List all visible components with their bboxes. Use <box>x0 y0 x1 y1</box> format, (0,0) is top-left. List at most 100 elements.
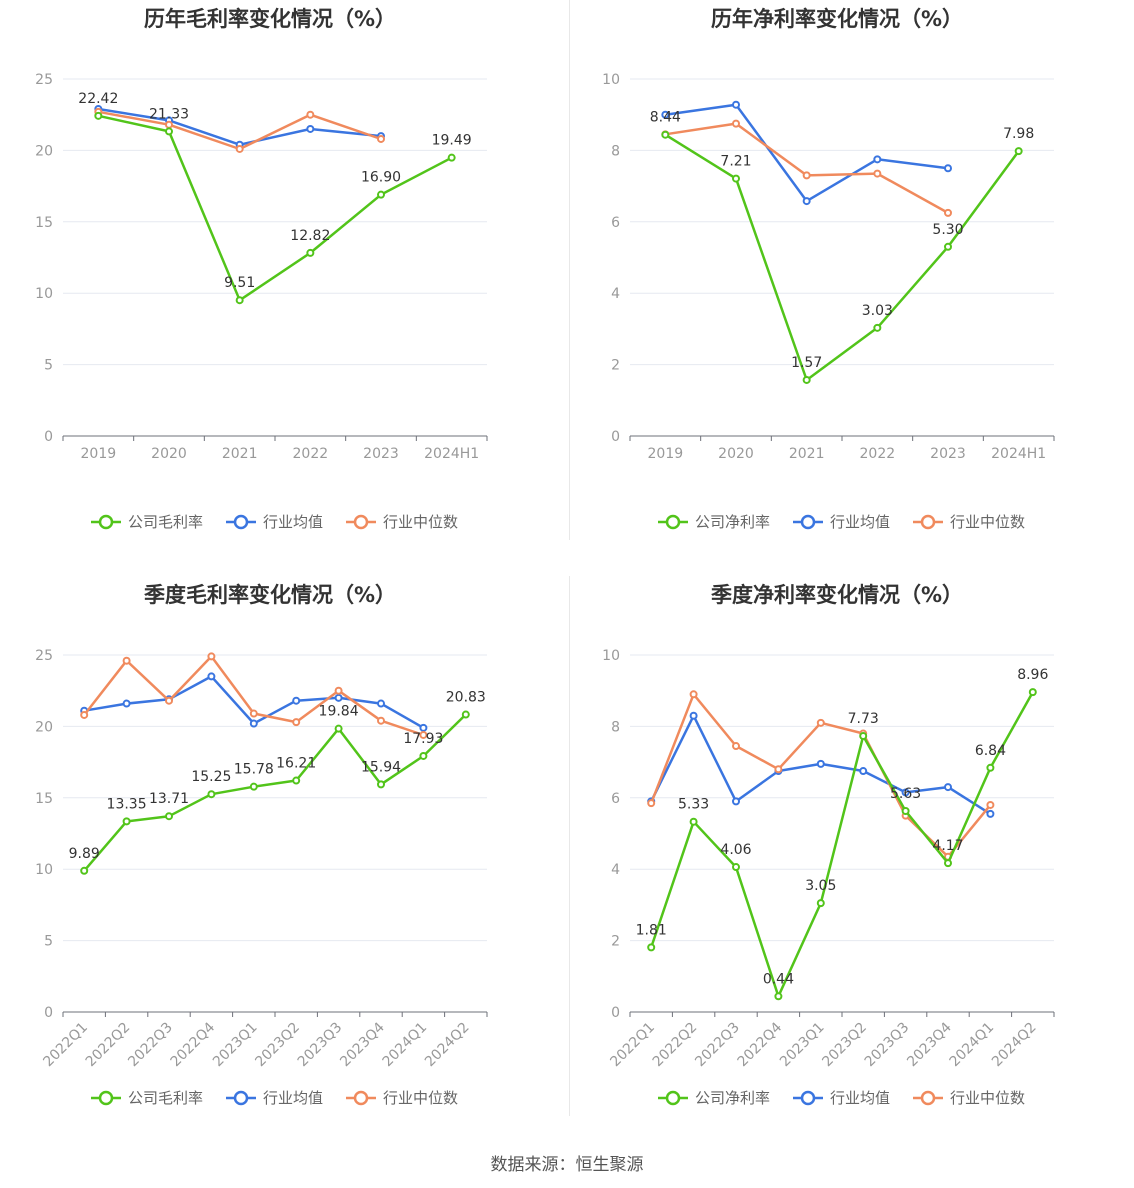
y-tick-label: 20 <box>35 719 53 735</box>
x-tick-label: 2024Q1 <box>947 1020 998 1071</box>
y-tick-label: 15 <box>35 791 53 807</box>
data-point-avg <box>122 699 131 708</box>
legend-marker-icon <box>353 1090 369 1106</box>
series-line-company <box>98 114 453 302</box>
y-tick-label: 0 <box>611 1005 620 1021</box>
legend-item-median[interactable]: 行业中位数 <box>913 1089 1025 1107</box>
legend-item-avg[interactable]: 行业均值 <box>793 513 890 531</box>
data-source: 数据来源：恒生聚源 <box>490 1155 644 1175</box>
data-label: 3.03 <box>862 303 893 319</box>
y-tick-label: 2 <box>611 934 620 950</box>
data-label: 0.44 <box>763 971 794 987</box>
legend-item-median[interactable]: 行业中位数 <box>346 513 458 531</box>
data-point-median <box>802 171 811 180</box>
y-tick-label: 6 <box>611 791 620 807</box>
legend-label: 公司毛利率 <box>128 1089 203 1107</box>
legend-marker-icon <box>920 514 936 530</box>
data-point-company <box>377 780 385 789</box>
chart-svg: 历年净利率变化情况（%） 0 2 4 6 8 10 2019 2020 2021 2022 2023 2… <box>602 7 1055 531</box>
data-label: 5.63 <box>890 786 921 802</box>
legend-label: 行业中位数 <box>383 513 458 531</box>
legend-label: 行业中位数 <box>950 1089 1025 1107</box>
data-point-company <box>447 153 456 162</box>
data-label: 5.30 <box>932 222 963 238</box>
legend-item-avg[interactable]: 行业均值 <box>226 513 323 531</box>
legend-label: 行业均值 <box>263 513 323 531</box>
data-point-avg <box>859 767 868 776</box>
data-point-median <box>165 120 173 129</box>
data-point-company <box>94 111 103 120</box>
data-point-avg <box>802 197 811 206</box>
data-point-avg <box>944 164 952 173</box>
series-line-avg <box>98 107 382 146</box>
data-point-company <box>802 375 811 384</box>
data-label: 21.33 <box>149 106 189 122</box>
data-label: 3.05 <box>805 878 836 894</box>
data-label: 6.84 <box>975 743 1006 759</box>
x-tick-label: 2023Q3 <box>862 1020 913 1071</box>
data-point-company <box>377 190 385 199</box>
data-point-company <box>122 817 131 826</box>
legend-item-avg[interactable]: 行业均值 <box>793 1089 890 1107</box>
legend-item-median[interactable]: 行业中位数 <box>913 513 1025 531</box>
x-tick-label: 2023Q2 <box>252 1020 303 1071</box>
data-point-median <box>249 709 258 718</box>
y-tick-label: 0 <box>44 429 53 445</box>
legend-item-avg[interactable]: 行业均值 <box>226 1089 323 1107</box>
x-tick-label: 2019 <box>648 446 684 462</box>
y-tick-label: 10 <box>35 862 53 878</box>
data-point-median <box>377 716 385 725</box>
data-label: 15.78 <box>234 762 274 778</box>
legend-item-company[interactable]: 公司毛利率 <box>91 513 203 531</box>
data-point-median <box>944 208 952 217</box>
data-label: 1.81 <box>636 922 667 938</box>
y-tick-label: 10 <box>602 648 620 664</box>
x-tick-label: 2022Q4 <box>168 1019 219 1070</box>
data-point-company <box>419 751 428 760</box>
y-tick-label: 0 <box>44 1005 53 1021</box>
legend-item-median[interactable]: 行业中位数 <box>346 1089 458 1107</box>
data-label: 8.96 <box>1017 667 1048 683</box>
chart-title: 季度毛利率变化情况（%） <box>144 583 396 607</box>
legend-item-company[interactable]: 公司净利率 <box>658 513 770 531</box>
y-tick-label: 4 <box>611 862 620 878</box>
data-point-company <box>334 724 343 733</box>
legend-item-company[interactable]: 公司净利率 <box>658 1089 770 1107</box>
data-point-median <box>377 134 385 143</box>
chart-svg: 季度毛利率变化情况（%） 0 5 10 15 20 25 2022Q12022Q22022Q3… <box>35 583 488 1107</box>
data-point-company <box>1028 688 1037 697</box>
data-point-median <box>292 718 301 727</box>
data-point-company <box>461 710 470 719</box>
data-label: 7.21 <box>720 154 751 170</box>
data-label: 19.49 <box>432 133 472 149</box>
data-label: 4.17 <box>932 838 963 854</box>
legend-marker-icon <box>233 514 249 530</box>
legend-item-company[interactable]: 公司毛利率 <box>91 1089 203 1107</box>
x-tick-label: 2023 <box>930 446 966 462</box>
y-tick-label: 20 <box>35 143 53 159</box>
y-tick-label: 5 <box>44 358 53 374</box>
legend-label: 行业中位数 <box>950 513 1025 531</box>
data-point-company <box>689 817 698 826</box>
data-point-avg <box>816 759 825 768</box>
legend-marker-icon <box>98 514 114 530</box>
data-point-company <box>859 732 868 741</box>
legend-label: 公司净利率 <box>695 1089 770 1107</box>
legend-label: 公司毛利率 <box>128 513 203 531</box>
series-line-company <box>83 713 467 872</box>
data-label: 20.83 <box>446 690 486 706</box>
y-tick-label: 10 <box>602 72 620 88</box>
data-label: 12.82 <box>290 228 330 244</box>
data-point-company <box>207 790 216 799</box>
data-point-median <box>774 765 783 774</box>
data-point-avg <box>873 155 882 164</box>
legend-marker-icon <box>800 1090 816 1106</box>
data-point-avg <box>249 719 258 728</box>
x-tick-label: 2024Q1 <box>380 1020 431 1071</box>
legend-label: 行业均值 <box>263 1089 323 1107</box>
data-label: 7.98 <box>1003 126 1034 142</box>
y-tick-label: 10 <box>35 286 53 302</box>
x-tick-label: 2022Q4 <box>735 1019 786 1070</box>
data-label: 5.33 <box>678 797 709 813</box>
data-point-median <box>334 686 343 695</box>
